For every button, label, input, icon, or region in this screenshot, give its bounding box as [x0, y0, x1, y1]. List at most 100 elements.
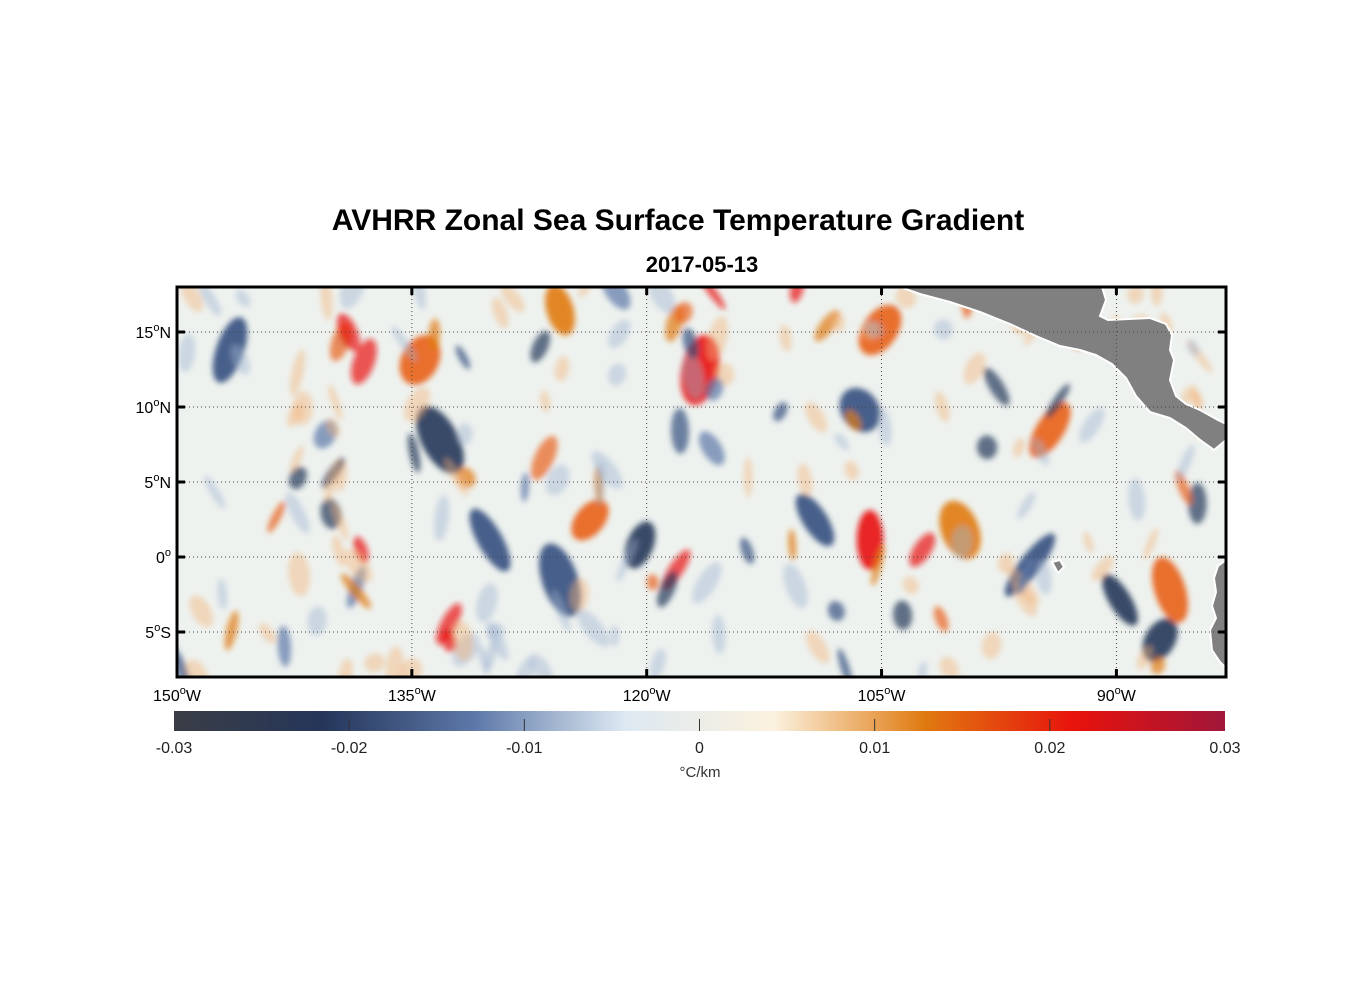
warm-gradient-streak — [324, 458, 341, 503]
cold-gradient-streak — [591, 451, 623, 490]
cold-gradient-streak — [607, 363, 627, 386]
cold-gradient-streak — [893, 600, 913, 630]
warm-gradient-streak — [289, 445, 304, 474]
cold-gradient-streak — [712, 614, 726, 655]
warm-gradient-streak — [1012, 437, 1026, 458]
cold-gradient-streak — [198, 287, 222, 317]
chart-subtitle: 2017-05-13 — [645, 252, 759, 277]
warm-gradient-streak — [364, 653, 385, 673]
cold-gradient-streak — [486, 622, 505, 640]
warm-gradient-streak — [571, 499, 609, 541]
warm-gradient-streak — [428, 318, 441, 351]
colorbar-units: °C/km — [679, 764, 721, 781]
warm-gradient-streak — [492, 297, 509, 329]
cold-gradient-streak — [692, 562, 722, 604]
warm-gradient-streak — [331, 535, 346, 567]
y-tick-label: 15oN — [136, 322, 171, 342]
cold-gradient-streak — [649, 648, 666, 677]
cold-gradient-streak — [671, 408, 690, 454]
warm-gradient-streak — [1136, 645, 1153, 670]
x-tick-label: 135oW — [388, 685, 437, 705]
warm-gradient-streak — [259, 623, 276, 644]
cold-gradient-streak — [212, 317, 248, 383]
cold-gradient-streak — [698, 431, 725, 466]
warm-gradient-streak — [1143, 527, 1159, 561]
south-america-land — [1208, 558, 1226, 670]
cold-gradient-streak — [682, 327, 699, 360]
cold-gradient-streak — [520, 472, 530, 502]
warm-gradient-streak — [441, 629, 456, 653]
x-tick-label: 105oW — [858, 685, 907, 705]
warm-gradient-streak — [554, 356, 570, 382]
cold-gradient-streak — [552, 589, 571, 632]
cold-gradient-streak — [983, 367, 1010, 406]
cold-gradient-streak — [411, 287, 426, 310]
longitude-axis: 150oW 135oW 120oW 105oW 90oW — [153, 287, 1137, 705]
warm-gradient-streak — [895, 287, 917, 309]
colorbar-tick-label: 0.01 — [859, 740, 891, 757]
cold-gradient-streak — [391, 326, 417, 362]
warm-gradient-streak — [1150, 656, 1166, 675]
warm-gradient-streak — [344, 549, 373, 583]
cold-gradient-streak — [288, 466, 307, 490]
cold-gradient-streak — [235, 289, 251, 307]
cold-gradient-streak — [455, 345, 471, 370]
latitude-axis: 15oN 10oN 5oN 0o 5oS — [136, 322, 1226, 642]
cold-gradient-streak — [285, 492, 310, 534]
warm-gradient-streak — [545, 287, 575, 336]
cold-gradient-streak — [217, 578, 228, 610]
warm-gradient-streak — [185, 659, 209, 677]
warm-gradient-streak — [320, 287, 333, 321]
cold-gradient-streak — [1032, 437, 1050, 466]
cold-gradient-streak — [705, 378, 724, 401]
cold-gradient-streak — [1102, 574, 1138, 626]
warm-gradient-streak — [706, 316, 729, 361]
warm-gradient-streak — [336, 313, 361, 352]
cold-gradient-streak — [976, 435, 998, 460]
cold-gradient-streak — [1017, 556, 1034, 595]
cold-gradient-streak — [1187, 339, 1200, 357]
warm-gradient-streak — [500, 287, 525, 313]
warm-gradient-streak — [288, 552, 310, 597]
cold-gradient-streak — [515, 657, 535, 677]
warm-gradient-streak — [909, 532, 936, 567]
cold-gradient-streak — [1177, 444, 1195, 481]
cold-gradient-streak — [1079, 407, 1105, 443]
cold-gradient-streak — [530, 330, 551, 363]
x-tick-label: 150oW — [153, 685, 202, 705]
colorbar-tick-label: -0.03 — [155, 740, 193, 757]
warm-gradient-streak — [325, 417, 341, 438]
cold-gradient-streak — [951, 525, 973, 559]
x-tick-label: 120oW — [623, 685, 672, 705]
warm-gradient-streak — [267, 501, 286, 533]
warm-gradient-streak — [779, 324, 792, 352]
cold-gradient-streak — [277, 625, 292, 667]
cold-gradient-streak — [601, 287, 631, 310]
cold-gradient-streak — [827, 601, 845, 622]
warm-gradient-streak — [871, 544, 885, 586]
cold-gradient-streak — [773, 402, 788, 422]
cold-gradient-streak — [576, 608, 610, 648]
warm-gradient-streak — [856, 510, 884, 570]
cold-gradient-streak — [469, 508, 511, 572]
cold-gradient-streak — [648, 287, 675, 313]
cold-gradient-streak — [477, 644, 490, 671]
cold-gradient-streak — [607, 319, 631, 349]
warm-gradient-streak — [934, 391, 950, 422]
land-mass — [899, 287, 1226, 670]
warm-gradient-streak — [831, 313, 846, 333]
cold-gradient-streak — [616, 538, 638, 582]
x-tick-label: 90oW — [1097, 685, 1137, 705]
cold-gradient-streak — [1035, 559, 1052, 595]
cold-gradient-streak — [177, 646, 191, 677]
cold-gradient-streak — [307, 606, 327, 636]
cold-gradient-streak — [416, 406, 464, 474]
colorbar-tick-label: 0 — [695, 740, 704, 757]
y-tick-label: 10oN — [136, 397, 171, 417]
cold-gradient-streak — [657, 571, 678, 608]
warm-gradient-streak — [646, 574, 659, 591]
cold-gradient-streak — [230, 344, 251, 375]
warm-gradient-streak — [540, 390, 551, 413]
warm-gradient-streak — [1127, 287, 1144, 304]
